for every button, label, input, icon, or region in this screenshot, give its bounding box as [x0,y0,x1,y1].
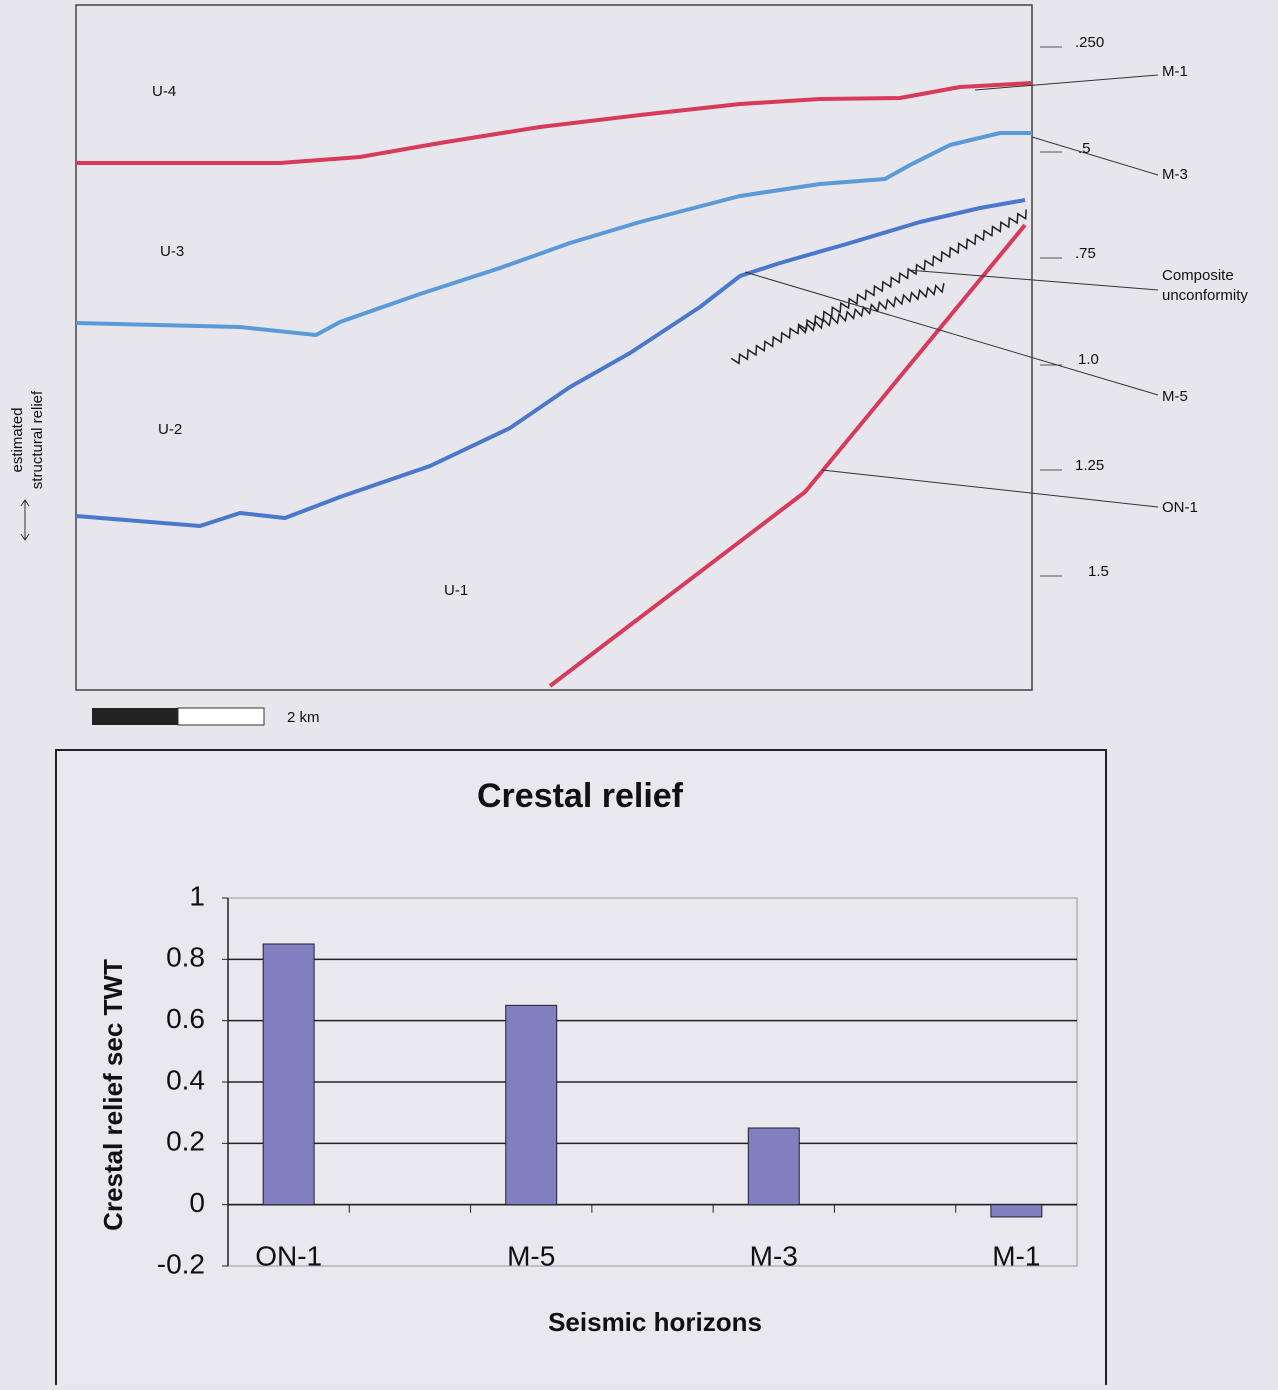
depth-label: .5 [1078,140,1091,157]
depth-label: .250 [1075,34,1104,51]
composite-label: Composite [1162,267,1234,284]
horizon-label: M-5 [1162,388,1188,405]
bar [505,1004,558,1206]
x-tick-label: M-3 [750,1240,798,1271]
y-tick-label: 0.4 [166,1064,205,1095]
relief-label: structural relief [29,390,46,489]
horizon-label: M-3 [1162,166,1188,183]
unconformity-line [730,209,1027,365]
x-tick-label: M-5 [507,1240,555,1271]
depth-label: 1.25 [1075,457,1104,474]
unit-label: U-4 [152,83,176,100]
unconformity [730,209,1027,365]
relief-label: estimated [9,407,26,472]
y-tick-label: 1 [189,880,205,911]
composite-label: unconformity [1162,287,1248,304]
bar-chart: -0.2 0 0.2 0.4 0.6 0.8 1 ON-1 M-5 M-3 M-1 [157,880,1077,1279]
unit-label: U-1 [444,582,468,599]
y-tick-label: 0.8 [166,942,205,973]
x-tick-label: ON-1 [255,1240,322,1271]
y-axis-label: Crestal relief sec TWT [98,959,128,1231]
bar [262,943,315,1206]
chart-frame [55,749,1107,1390]
horizons [75,81,1033,688]
x-axis-label: Seismic horizons [548,1307,762,1337]
section-frame [75,4,1033,691]
x-tick-label: M-1 [992,1240,1040,1271]
horizon-on1 [548,223,1027,688]
y-tick-label: -0.2 [157,1248,205,1279]
bar [747,1127,800,1206]
horizon-m3 [75,131,1032,337]
y-tick-label: 0.2 [166,1126,205,1157]
unit-label: U-2 [158,421,182,438]
scale-label: 2 km [287,709,320,726]
horizon-label: ON-1 [1162,499,1198,516]
depth-label: .75 [1075,245,1096,262]
unconformity-line [798,283,945,335]
bar [990,1204,1043,1218]
y-tick-label: 0 [189,1187,205,1218]
scale-bar [177,707,265,726]
leaders [20,74,1159,541]
horizon-m1 [76,81,1033,165]
scale-bar [92,708,178,725]
horizon-label: M-1 [1162,63,1188,80]
y-tick-label: 0.6 [166,1003,205,1034]
horizon-m5 [75,198,1026,528]
depth-label: 1.0 [1078,351,1099,368]
unit-label: U-3 [160,243,184,260]
chart-title: Crestal relief [477,777,684,815]
depth-label: 1.5 [1088,563,1109,580]
